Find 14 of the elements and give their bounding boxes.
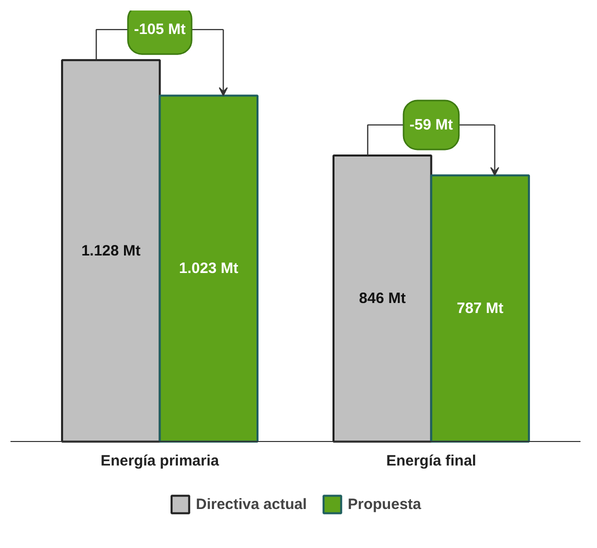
bar xyxy=(61,59,161,443)
data-label: 787 Mt xyxy=(456,300,504,317)
x-tick-label: Energía primaria xyxy=(100,452,220,470)
bar xyxy=(430,174,530,443)
data-label: 1.128 Mt xyxy=(81,242,141,260)
bar xyxy=(158,94,258,443)
x-tick-label: Energía final xyxy=(386,452,476,470)
bar xyxy=(332,154,432,443)
legend-label: Directiva actual xyxy=(196,496,307,512)
data-label: 846 Mt xyxy=(359,290,406,308)
legend-label: Propuesta xyxy=(348,496,422,512)
annotation: -59 Mt xyxy=(410,116,453,134)
data-label: 1.023 Mt xyxy=(179,260,238,278)
annotation: -105 Mt xyxy=(134,21,186,38)
